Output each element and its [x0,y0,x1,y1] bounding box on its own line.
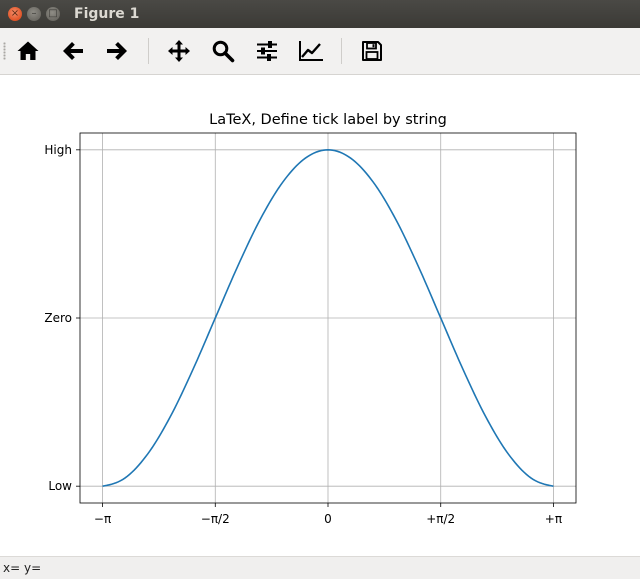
toolbar-separator [341,38,342,64]
toolbar-separator [148,38,149,64]
home-icon [17,41,39,60]
minimize-window-button[interactable]: – [27,7,41,21]
navigation-toolbar [0,28,640,75]
forward-arrow-icon [107,42,127,60]
window-title: Figure 1 [74,6,140,22]
save-icon [362,41,382,61]
save-button[interactable] [358,37,386,65]
back-button[interactable] [59,37,87,65]
home-button[interactable] [14,37,42,65]
y-tick-label-0: Low [48,479,72,493]
window-titlebar: × – □ Figure 1 [0,0,640,28]
minimize-icon: – [31,8,37,19]
zoom-button[interactable] [209,37,237,65]
maximize-window-button[interactable]: □ [46,7,60,21]
edit-axis-button[interactable] [297,37,325,65]
close-icon: × [10,8,20,19]
y-tick-label-2: High [44,143,72,157]
edit-axis-icon [299,41,323,61]
configure-subplots-button[interactable] [253,37,281,65]
x-tick-label-0: −π [94,512,111,526]
chart-title: LaTeX, Define tick label by string [209,112,447,128]
figure-canvas[interactable]: −π −π/2 0 +π/2 +π Low Zero High LaTeX, Define ti… [0,75,640,555]
back-arrow-icon [63,42,83,60]
x-tick-label-1: −π/2 [201,512,230,526]
pan-button[interactable] [165,37,193,65]
x-tick-label-3: +π/2 [426,512,455,526]
coordinates-readout: x= y= [3,561,42,575]
line-chart[interactable]: −π −π/2 0 +π/2 +π Low Zero High LaTeX, Define ti… [0,75,640,555]
x-tick-label-4: +π [545,512,562,526]
pan-move-icon [168,40,190,62]
zoom-icon [212,40,235,63]
x-tick-label-2: 0 [324,512,332,526]
forward-button[interactable] [103,37,131,65]
series-line-0 [102,149,554,487]
status-bar: x= y= [0,556,640,579]
configure-subplots-icon [257,41,277,61]
toolbar-grip[interactable] [3,42,6,60]
maximize-icon: □ [48,8,58,19]
close-window-button[interactable]: × [8,7,22,21]
y-tick-label-1: Zero [44,311,72,325]
